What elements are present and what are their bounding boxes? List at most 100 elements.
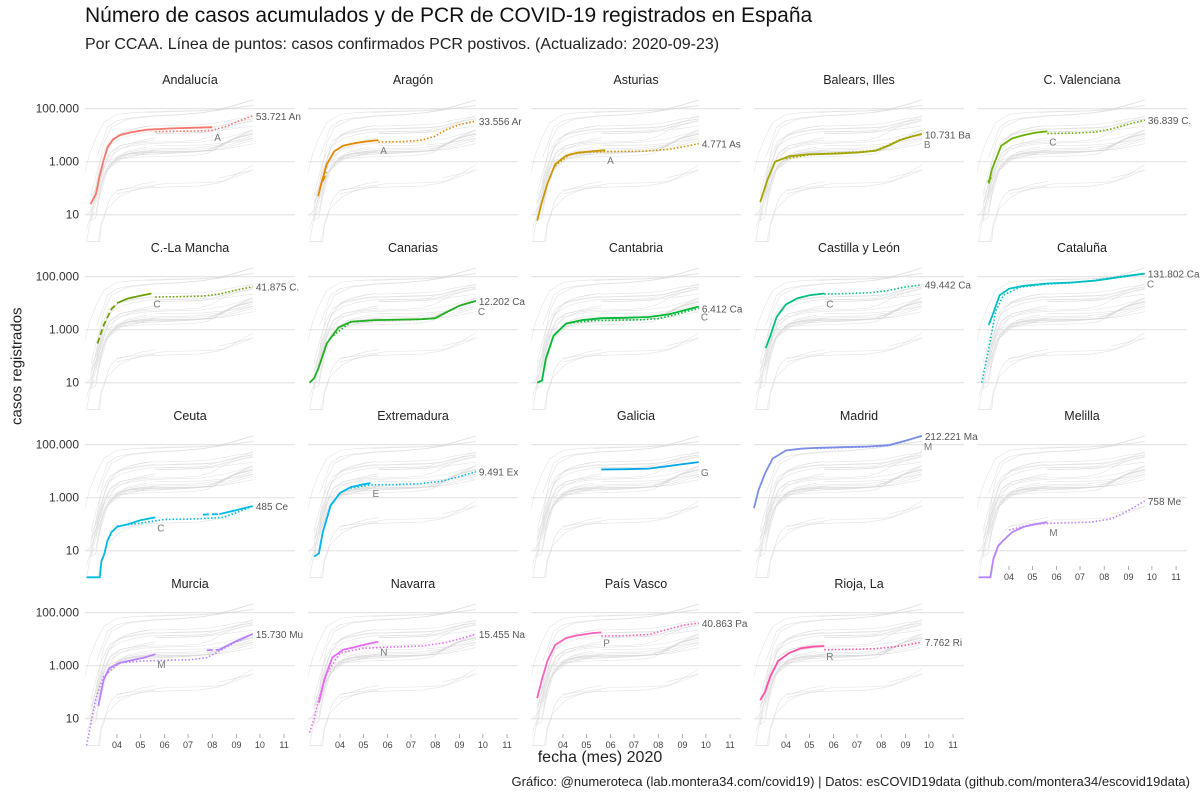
background-series-line [313,309,379,365]
background-series-line [593,99,699,113]
background-series-line [1015,135,1145,153]
background-series-line [123,135,253,153]
end-value-label: 485 Ce [256,502,289,513]
end-value-label: 6.412 Ca [702,304,743,315]
series-line-total [89,126,213,205]
background-series-line [759,637,922,707]
x-tick-label: 04 [335,740,345,750]
series-initial-label: C [478,307,485,318]
background-series-line [155,116,253,127]
background-series-line [116,337,253,359]
background-series-line [982,464,1048,531]
background-series-line [378,456,476,479]
background-series-line [96,629,156,685]
background-series-line [601,454,699,469]
background-series-line [86,129,253,229]
background-series-line [562,500,699,531]
background-series-line [759,301,922,371]
background-series-line [309,185,379,242]
x-tick-label: 07 [1075,572,1085,582]
series-initial-label: A [214,133,221,144]
panel-melilla: Melilla 758 Me M 04 05 06 07 08 09 10 11 [976,409,1187,582]
background-series-line [824,624,922,647]
series-initial-label: G [701,468,709,479]
background-series-line [339,337,476,359]
series-line-total [987,130,1048,184]
background-series-line [532,349,602,410]
background-series-line [155,456,253,479]
background-series-line [536,133,699,203]
background-series-line [1047,293,1145,302]
background-series-line [542,635,602,688]
background-series-line [123,471,253,489]
x-tick-label: 06 [383,740,393,750]
background-series-line [665,337,699,347]
background-series-line [987,473,1048,535]
background-series-line [314,650,371,725]
background-series-line [888,673,922,683]
background-series-line [765,635,825,688]
end-value-label: 36.839 C. [1148,116,1191,127]
series-line-total [218,633,254,651]
background-series-line [562,337,699,359]
background-series-line [155,305,253,314]
background-series-line [90,133,253,203]
background-series-line [346,140,476,156]
background-series-line [91,314,148,389]
background-series-line [755,129,922,229]
background-series-line [542,273,699,326]
end-value-label: 41.875 C. [256,283,299,294]
panel-title: Aragón [393,73,433,87]
background-series-line [319,125,379,181]
background-series-line [536,645,602,701]
x-tick-label: 04 [112,740,122,750]
background-series-line [758,105,922,215]
panel-castilla-y-le-n: Castilla y León 49.442 Ca C [753,241,971,410]
background-series-line [978,517,1048,578]
background-series-line [542,441,699,494]
panel-balears-illes: Balears, Illes 10.731 BaB [753,73,971,242]
background-series-line [313,128,379,195]
series-initial-label: E [372,489,379,500]
series-initial-label: M [1049,528,1057,539]
background-series-line [765,131,825,184]
background-series-line [785,169,922,191]
background-series-line [982,128,1048,195]
x-tick-label: 08 [653,740,663,750]
panel-andaluc-a: Andalucía 10 1.000 100.000 53.721 An A [36,73,301,242]
background-series-line [988,441,1145,494]
series-initial-label: M [924,442,932,453]
series-line-total [601,461,699,471]
background-series-line [313,464,379,531]
background-series-line [96,273,253,326]
background-series-line [90,477,156,533]
background-series-line [332,143,476,167]
background-series-line [601,116,699,127]
background-series-line [601,286,699,301]
background-series-line [982,141,1048,197]
background-series-line [562,668,699,699]
background-series-line [319,273,476,326]
background-series-line [147,603,253,617]
background-series-line [983,314,1040,389]
background-series-line [96,299,156,352]
background-series-line [824,120,922,143]
background-series-line [601,624,699,647]
chart-caption: Gráfico: @numeroteca (lab.montera34.com/… [511,774,1190,789]
background-series-line [370,99,476,113]
background-series-line [378,125,476,134]
background-series-line [601,137,699,146]
background-series-line [755,185,825,242]
x-tick-label: 09 [454,740,464,750]
background-series-line [155,620,253,631]
background-series-line [96,131,156,184]
background-series-line [147,99,253,113]
background-series-line [1039,267,1145,281]
background-series-line [778,311,922,335]
background-series-line [339,673,476,695]
background-series-line [978,465,1145,565]
series-line-total [759,645,825,701]
background-series-line [1047,473,1145,482]
background-series-line [155,125,253,134]
background-series-line [319,105,476,158]
